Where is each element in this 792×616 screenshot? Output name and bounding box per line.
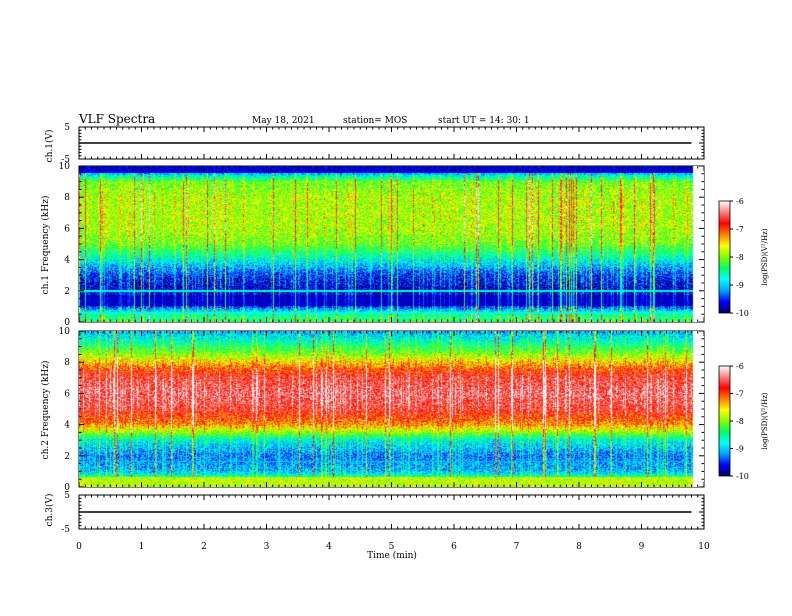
ch2-spectrogram-ylabel: ch.2 Frequency (kHz)	[40, 361, 51, 460]
x-tick-label: 5	[389, 542, 395, 552]
x-tick-label: 3	[264, 542, 270, 552]
x-tick-label: 2	[201, 542, 207, 552]
colorbars: -6 -7 -8 -9 -10 log(PSD)(V²/Hz) -6 -7 -8 -9 -10 log…	[718, 197, 769, 481]
x-tick-label: 7	[514, 542, 520, 552]
x-tick-label: 0	[76, 542, 82, 552]
y-tick-label: 5	[64, 491, 70, 501]
y-tick-label: 2	[64, 287, 70, 297]
figure-station: station= MOS	[343, 116, 407, 126]
waveform-layer	[79, 142, 692, 513]
y-tick-label: -5	[61, 525, 70, 535]
y-tick-label: 0	[64, 318, 70, 328]
ch3-waveform-ylabel: ch.3(V)	[44, 494, 55, 527]
y-tick-label: 8	[64, 358, 70, 368]
y-tick-label: 6	[64, 389, 70, 399]
colorbar-label: log(PSD)(V²/Hz)	[761, 392, 769, 449]
ch1-waveform-ylabel: ch.1(V)	[44, 130, 55, 163]
colorbar-tick-label: -6	[736, 362, 744, 371]
y-tick-label: 4	[64, 421, 70, 431]
y-tick-label: 2	[64, 452, 70, 462]
colorbar-tick-label: -9	[736, 281, 744, 290]
x-axis-label: Time (min)	[367, 550, 417, 561]
colorbar-tick-label: -10	[736, 309, 749, 318]
colorbar-tick-label: -10	[736, 472, 749, 481]
y-tick-label: 4	[64, 256, 70, 266]
x-tick-label: 4	[326, 542, 332, 552]
figure-title: VLF Spectra	[78, 112, 155, 126]
x-tick-label: 6	[451, 542, 457, 552]
colorbar-1: -6 -7 -8 -9 -10 log(PSD)(V²/Hz)	[718, 197, 769, 318]
y-tick-label: 10	[59, 162, 71, 172]
x-tick-label: 1	[139, 542, 145, 552]
y-tick-label: 10	[59, 327, 71, 337]
x-tick-label: 9	[639, 542, 645, 552]
x-tick-label: 10	[698, 542, 710, 552]
y-tick-label: 0	[64, 483, 70, 493]
colorbar-tick-label: -8	[736, 417, 744, 426]
colorbar-label: log(PSD)(V²/Hz)	[761, 228, 769, 285]
colorbar-tick-label: -8	[736, 253, 744, 262]
ch1-spectrogram-image	[79, 166, 704, 322]
colorbar-tick-label: -6	[736, 197, 744, 206]
ch1-spectrogram-ylabel: ch.1 Frequency (kHz)	[40, 196, 51, 295]
spectrogram-layer	[79, 166, 704, 487]
colorbar-tick-label: -9	[736, 445, 744, 454]
colorbar-gradient	[718, 200, 731, 314]
colorbar-tick-label: -7	[736, 390, 744, 399]
y-tick-label: 6	[64, 224, 70, 234]
figure-start-time: start UT = 14: 30: 1	[438, 116, 530, 126]
colorbar-2: -6 -7 -8 -9 -10 log(PSD)(V²/Hz)	[718, 362, 769, 481]
x-tick-label: 8	[576, 542, 582, 552]
y-tick-label: 5	[64, 123, 70, 133]
figure-date: May 18, 2021	[252, 116, 315, 126]
colorbar-tick-label: -7	[736, 225, 744, 234]
y-tick-label: -5	[61, 155, 70, 165]
y-tick-label: 8	[64, 193, 70, 203]
colorbar-gradient	[718, 365, 731, 477]
ch2-spectrogram-image	[79, 331, 704, 487]
